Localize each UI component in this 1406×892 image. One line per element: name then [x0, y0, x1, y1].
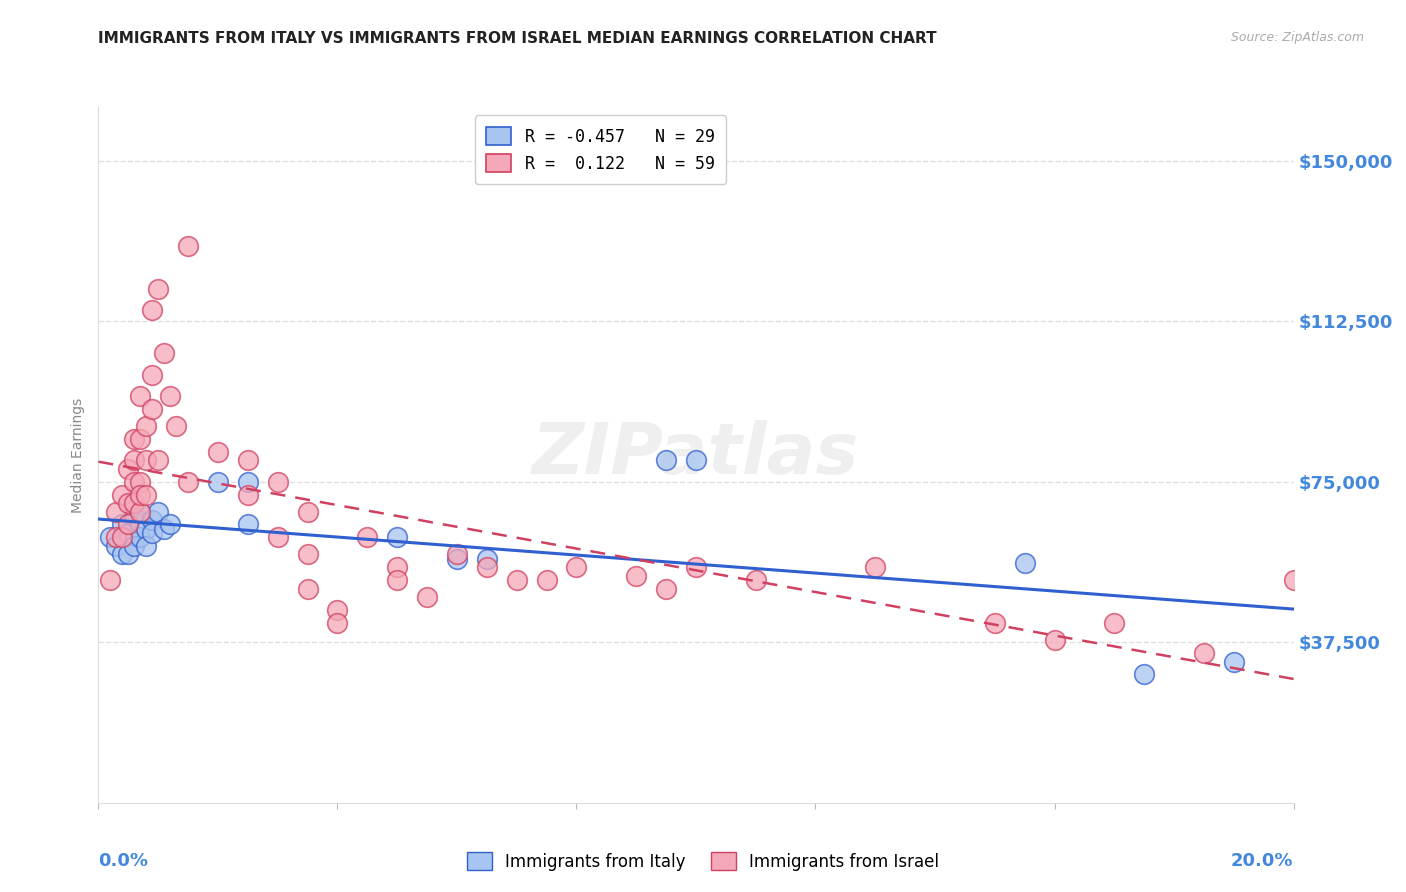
Point	[117, 517, 139, 532]
Point	[117, 526, 139, 541]
Point	[153, 346, 176, 360]
Point	[475, 551, 498, 566]
Point	[129, 530, 152, 544]
Point	[98, 573, 122, 587]
Point	[124, 508, 146, 523]
Point	[1104, 615, 1126, 630]
Point	[165, 419, 187, 434]
Point	[105, 530, 128, 544]
Point	[506, 573, 529, 587]
Point	[1192, 646, 1215, 660]
Text: Source: ZipAtlas.com: Source: ZipAtlas.com	[1230, 31, 1364, 45]
Point	[267, 530, 290, 544]
Point	[207, 475, 229, 489]
Point	[111, 548, 134, 562]
Point	[135, 487, 157, 501]
Point	[135, 419, 157, 434]
Point	[124, 475, 146, 489]
Point	[475, 560, 498, 574]
Point	[1014, 556, 1036, 570]
Point	[129, 475, 152, 489]
Point	[141, 513, 163, 527]
Point	[624, 569, 647, 583]
Point	[236, 487, 259, 501]
Legend: Immigrants from Italy, Immigrants from Israel: Immigrants from Italy, Immigrants from I…	[458, 844, 948, 880]
Point	[1223, 655, 1246, 669]
Point	[124, 453, 146, 467]
Point	[135, 539, 157, 553]
Point	[117, 462, 139, 476]
Legend: R = -0.457   N = 29, R =  0.122   N = 59: R = -0.457 N = 29, R = 0.122 N = 59	[475, 115, 725, 185]
Point	[685, 560, 707, 574]
Point	[111, 530, 134, 544]
Point	[446, 551, 468, 566]
Point	[326, 603, 349, 617]
Point	[297, 548, 319, 562]
Point	[446, 548, 468, 562]
Point	[135, 453, 157, 467]
Point	[105, 539, 128, 553]
Point	[159, 517, 181, 532]
Point	[129, 505, 152, 519]
Point	[267, 475, 290, 489]
Point	[745, 573, 768, 587]
Point	[148, 505, 170, 519]
Point	[565, 560, 588, 574]
Point	[129, 389, 152, 403]
Point	[98, 530, 122, 544]
Text: ZIPatlas: ZIPatlas	[533, 420, 859, 490]
Text: 0.0%: 0.0%	[98, 852, 149, 870]
Point	[236, 453, 259, 467]
Point	[385, 560, 409, 574]
Point	[177, 475, 200, 489]
Point	[655, 582, 678, 596]
Point	[236, 475, 259, 489]
Point	[1043, 633, 1066, 648]
Point	[297, 505, 319, 519]
Text: IMMIGRANTS FROM ITALY VS IMMIGRANTS FROM ISRAEL MEDIAN EARNINGS CORRELATION CHAR: IMMIGRANTS FROM ITALY VS IMMIGRANTS FROM…	[98, 31, 936, 46]
Point	[177, 239, 200, 253]
Point	[153, 522, 176, 536]
Point	[148, 453, 170, 467]
Point	[124, 432, 146, 446]
Point	[865, 560, 887, 574]
Point	[111, 517, 134, 532]
Point	[117, 496, 139, 510]
Point	[297, 582, 319, 596]
Point	[685, 453, 707, 467]
Point	[124, 496, 146, 510]
Point	[1282, 573, 1305, 587]
Point	[111, 487, 134, 501]
Point	[236, 517, 259, 532]
Text: 20.0%: 20.0%	[1232, 852, 1294, 870]
Point	[141, 303, 163, 318]
Point	[124, 539, 146, 553]
Point	[148, 282, 170, 296]
Point	[416, 591, 439, 605]
Point	[159, 389, 181, 403]
Point	[129, 505, 152, 519]
Point	[105, 505, 128, 519]
Point	[1133, 667, 1156, 681]
Point	[129, 487, 152, 501]
Point	[326, 615, 349, 630]
Point	[385, 530, 409, 544]
Point	[356, 530, 378, 544]
Point	[135, 522, 157, 536]
Point	[141, 401, 163, 416]
Point	[117, 548, 139, 562]
Point	[207, 444, 229, 458]
Point	[129, 517, 152, 532]
Point	[129, 432, 152, 446]
Point	[141, 526, 163, 541]
Point	[655, 453, 678, 467]
Point	[141, 368, 163, 382]
Point	[983, 615, 1005, 630]
Point	[536, 573, 558, 587]
Y-axis label: Median Earnings: Median Earnings	[70, 397, 84, 513]
Point	[385, 573, 409, 587]
